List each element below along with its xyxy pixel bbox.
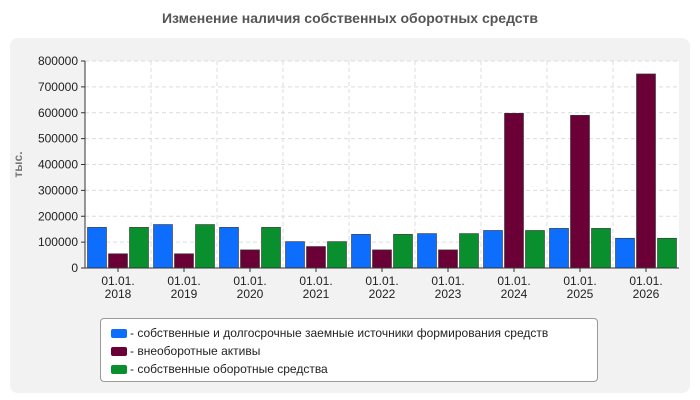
bar-2-9	[636, 73, 656, 269]
bar-3-4	[327, 241, 347, 269]
x-tick-label: 01.01.	[299, 274, 332, 288]
legend-item-2: - внеоборотные активы	[111, 342, 597, 360]
legend-item-3: - собственные оборотные средства	[111, 360, 597, 378]
bar-2-5	[372, 249, 392, 269]
x-tick-label: 2022	[369, 287, 396, 301]
bar-3-1	[129, 227, 149, 269]
x-tick-label: 2018	[105, 287, 132, 301]
bar-3-6	[459, 233, 479, 269]
y-tick-label: 600000	[38, 106, 78, 120]
bar-1-6	[417, 233, 437, 269]
bar-1-5	[351, 234, 371, 269]
bar-3-7	[525, 230, 545, 269]
y-tick-label: 500000	[38, 132, 78, 146]
chart-title: Изменение наличия собственных оборотных …	[161, 10, 539, 26]
legend-label: - собственные оборотные средства	[130, 362, 328, 376]
x-tick-label: 2023	[435, 287, 462, 301]
bar-1-3	[219, 227, 239, 269]
x-tick-label: 01.01.	[233, 274, 266, 288]
legend-swatch	[111, 328, 127, 338]
bar-1-7	[483, 230, 503, 269]
y-tick-label: 300000	[38, 183, 78, 197]
x-tick-label: 01.01.	[563, 274, 596, 288]
legend-label: - внеоборотные активы	[130, 344, 261, 358]
bar-1-4	[285, 241, 305, 269]
x-tick-label: 01.01.	[497, 274, 530, 288]
y-tick-label: 200000	[38, 209, 78, 223]
bar-2-2	[174, 253, 194, 269]
y-tick-label: 700000	[38, 80, 78, 94]
bar-3-5	[393, 234, 413, 269]
legend-swatch	[111, 364, 127, 374]
x-tick-label: 01.01.	[167, 274, 200, 288]
legend-swatch	[111, 346, 127, 356]
x-tick-label: 2024	[501, 287, 528, 301]
legend-item-1: - собственные и долгосрочные заемные ист…	[111, 324, 597, 342]
x-tick-label: 01.01.	[101, 274, 134, 288]
y-tick-label: 800000	[38, 54, 78, 68]
bar-1-8	[549, 228, 569, 269]
bar-2-1	[108, 253, 128, 269]
x-tick-label: 2026	[633, 287, 660, 301]
x-tick-label: 01.01.	[365, 274, 398, 288]
bar-2-6	[438, 249, 458, 269]
bar-3-2	[195, 224, 215, 269]
bar-2-8	[570, 115, 590, 269]
bar-3-8	[591, 228, 611, 269]
bar-1-1	[87, 227, 107, 269]
y-tick-label: 400000	[38, 158, 78, 172]
x-tick-label: 01.01.	[431, 274, 464, 288]
bar-3-9	[657, 237, 677, 269]
bar-2-4	[306, 246, 326, 269]
chart-legend: - собственные и долгосрочные заемные ист…	[100, 318, 598, 382]
x-tick-label: 2020	[237, 287, 264, 301]
x-tick-label: 2021	[303, 287, 330, 301]
bar-1-9	[615, 237, 635, 269]
legend-label: - собственные и долгосрочные заемные ист…	[130, 326, 549, 340]
x-tick-label: 2025	[567, 287, 594, 301]
bar-1-2	[153, 224, 173, 269]
bar-3-3	[261, 227, 281, 269]
y-axis-label: тыс.	[11, 151, 25, 177]
x-tick-label: 2019	[171, 287, 198, 301]
y-tick-label: 100000	[38, 235, 78, 249]
y-tick-label: 0	[71, 261, 78, 275]
x-tick-label: 01.01.	[629, 274, 662, 288]
bar-2-3	[240, 249, 260, 269]
bar-2-7	[504, 112, 524, 269]
